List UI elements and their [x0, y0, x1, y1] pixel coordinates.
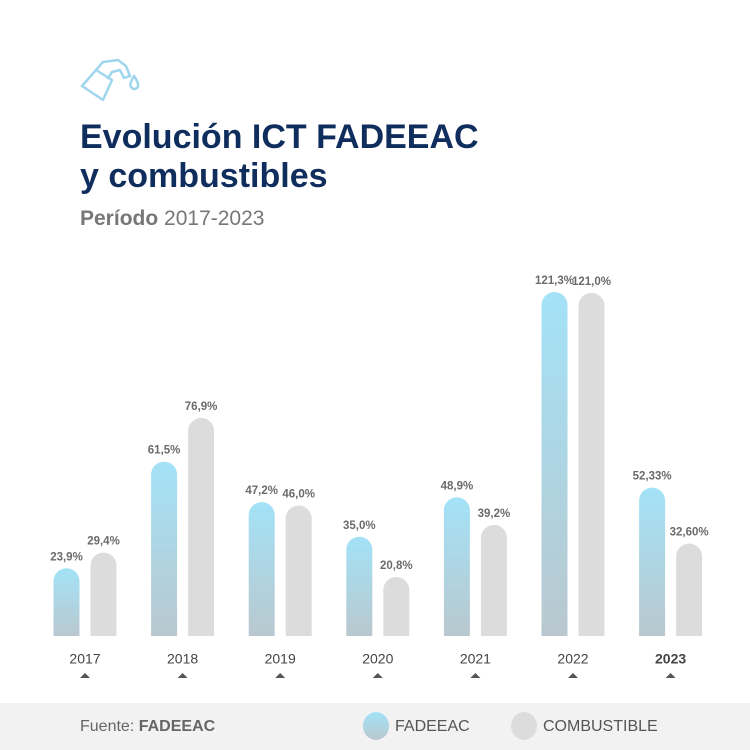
tick-marker [372, 673, 383, 678]
subtitle-label: Período [80, 207, 158, 230]
x-tick-label: 2020 [362, 651, 393, 667]
legend-swatch [363, 712, 389, 740]
value-label: 121,3% [535, 275, 574, 287]
value-label: 20,8% [380, 560, 413, 572]
value-label: 46,0% [282, 489, 315, 501]
bar [285, 505, 312, 636]
legend-label: COMBUSTIBLE [543, 718, 658, 735]
tick-marker [177, 673, 188, 678]
bar [383, 577, 410, 636]
x-tick-label: 2022 [557, 651, 588, 667]
value-label: 121,0% [572, 276, 611, 288]
fuel-icon [80, 58, 140, 102]
bar [443, 497, 470, 636]
value-label: 52,33% [633, 471, 672, 483]
tick-marker [470, 673, 481, 678]
subtitle: Período 2017-2023 [80, 207, 264, 230]
bar [90, 552, 117, 636]
value-label: 29,4% [87, 536, 120, 548]
bar [541, 291, 568, 636]
source-label: Fuente: [80, 718, 134, 735]
tick-marker [80, 673, 90, 678]
value-label: 47,2% [245, 485, 278, 497]
bar [578, 292, 605, 636]
legend-swatch [511, 712, 537, 740]
bar [248, 502, 275, 636]
x-tick-label: 2018 [167, 651, 198, 667]
title: y combustibles [80, 157, 328, 195]
bar [188, 417, 215, 636]
bar [676, 543, 703, 636]
x-tick-label: 2017 [69, 651, 100, 667]
tick-marker [275, 673, 286, 678]
x-tick-label: 2023 [655, 651, 686, 667]
value-label: 32,60% [670, 527, 709, 539]
tick-marker [665, 673, 676, 678]
legend-label: FADEEAC [395, 718, 470, 735]
bar [346, 536, 373, 636]
value-label: 61,5% [148, 445, 181, 457]
bar [639, 487, 666, 636]
value-label: 35,0% [343, 520, 376, 532]
bar [480, 524, 507, 636]
subtitle-period: 2017-2023 [164, 207, 264, 230]
x-tick-label: 2019 [265, 651, 296, 667]
title: Evolución ICT FADEEAC [80, 118, 479, 156]
bar [151, 461, 178, 636]
value-label: 48,9% [441, 480, 474, 492]
bar [53, 568, 80, 636]
tick-marker [568, 673, 578, 678]
value-label: 76,9% [185, 401, 218, 413]
x-tick-label: 2021 [460, 651, 491, 667]
source: Fuente: FADEEAC [80, 718, 216, 735]
value-label: 23,9% [50, 551, 83, 563]
value-label: 39,2% [478, 508, 511, 520]
source-value: FADEEAC [139, 718, 216, 735]
